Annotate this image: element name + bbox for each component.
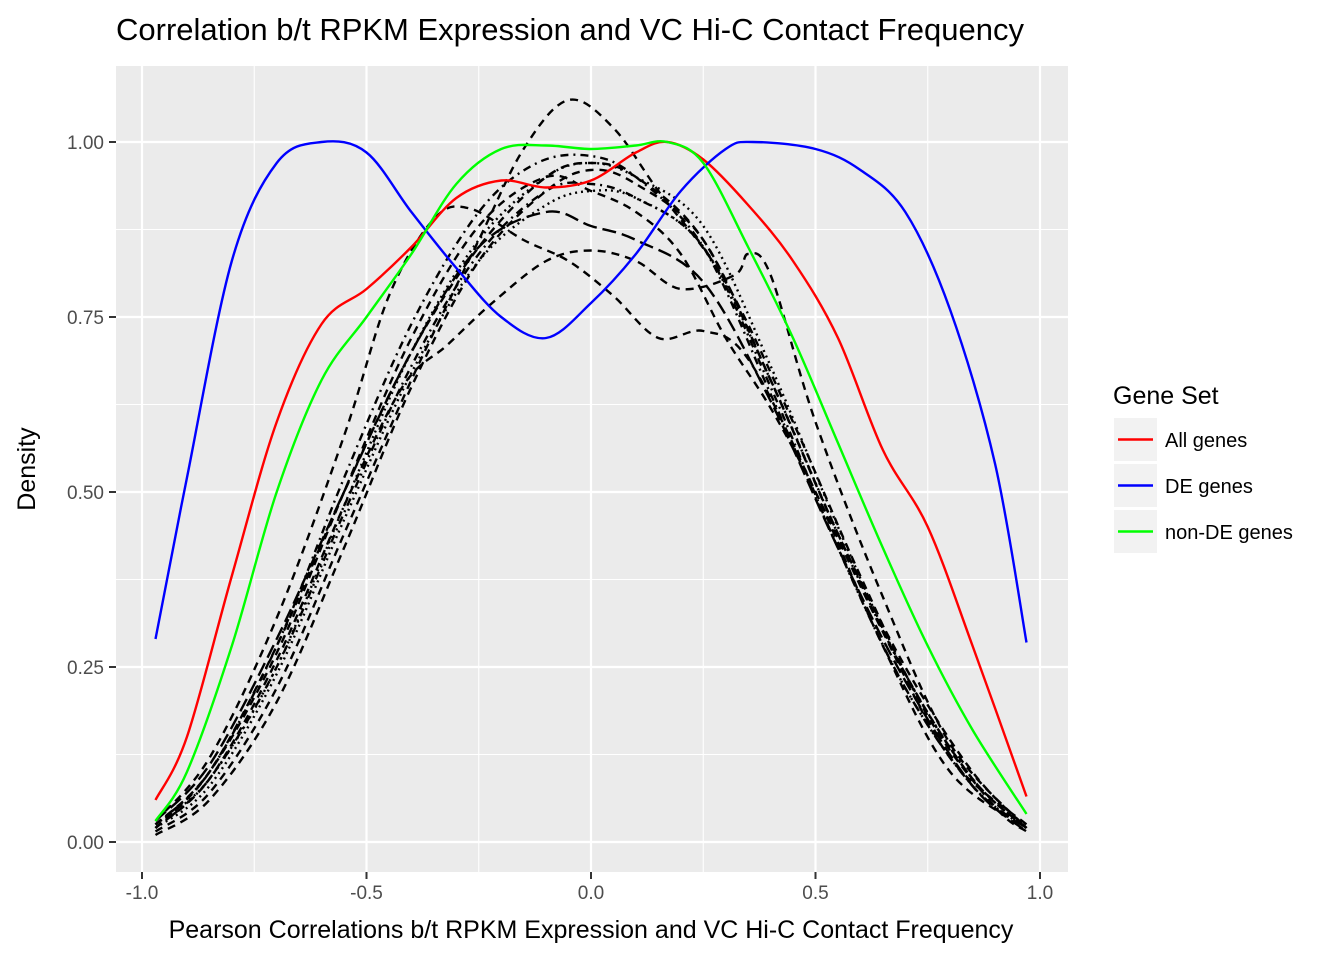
y-tick-label: 1.00 (67, 133, 104, 154)
x-tick-label: -0.5 (350, 883, 383, 904)
legend-title: Gene Set (1113, 382, 1219, 410)
series-line-6 (154, 249, 1028, 829)
series-line-all-genes (154, 140, 1028, 801)
series-line-de-genes (154, 140, 1028, 643)
y-tick-label: 0.50 (67, 483, 104, 504)
series-layer (154, 98, 1028, 837)
series-line-13 (154, 210, 1028, 833)
axes: -1.0 -0.5 0.0 0.5 1.0 0.00 0.25 0.50 0.75 1.00 (67, 133, 1053, 904)
series-line-5 (154, 205, 1028, 829)
legend-item: DE genes (1114, 464, 1253, 507)
legend-label: non-DE genes (1165, 522, 1293, 544)
x-tick-label: -1.0 (126, 883, 159, 904)
chart-title: Correlation b/t RPKM Expression and VC H… (116, 12, 1024, 47)
legend-item: non-DE genes (1114, 510, 1293, 553)
x-tick-label: 0.0 (578, 883, 604, 904)
x-tick-label: 1.0 (1027, 883, 1053, 904)
series-line-11 (154, 181, 1028, 829)
series-line-12 (154, 168, 1028, 837)
x-axis-title: Pearson Correlations b/t RPKM Expression… (169, 916, 1014, 944)
legend-label: DE genes (1165, 476, 1253, 498)
series-line-non-de-genes (154, 139, 1028, 822)
series-line-3 (154, 161, 1028, 829)
y-axis-title: Density (13, 427, 41, 511)
series-line-7 (154, 174, 1028, 826)
x-tick-label: 0.5 (802, 883, 828, 904)
y-tick-label: 0.75 (67, 308, 104, 329)
y-tick-label: 0.00 (67, 833, 104, 854)
legend-label: All genes (1165, 430, 1247, 452)
legend: Gene Set All genes DE genes non-DE genes (1113, 382, 1293, 553)
legend-item: All genes (1114, 418, 1247, 461)
y-tick-label: 0.25 (67, 658, 104, 679)
